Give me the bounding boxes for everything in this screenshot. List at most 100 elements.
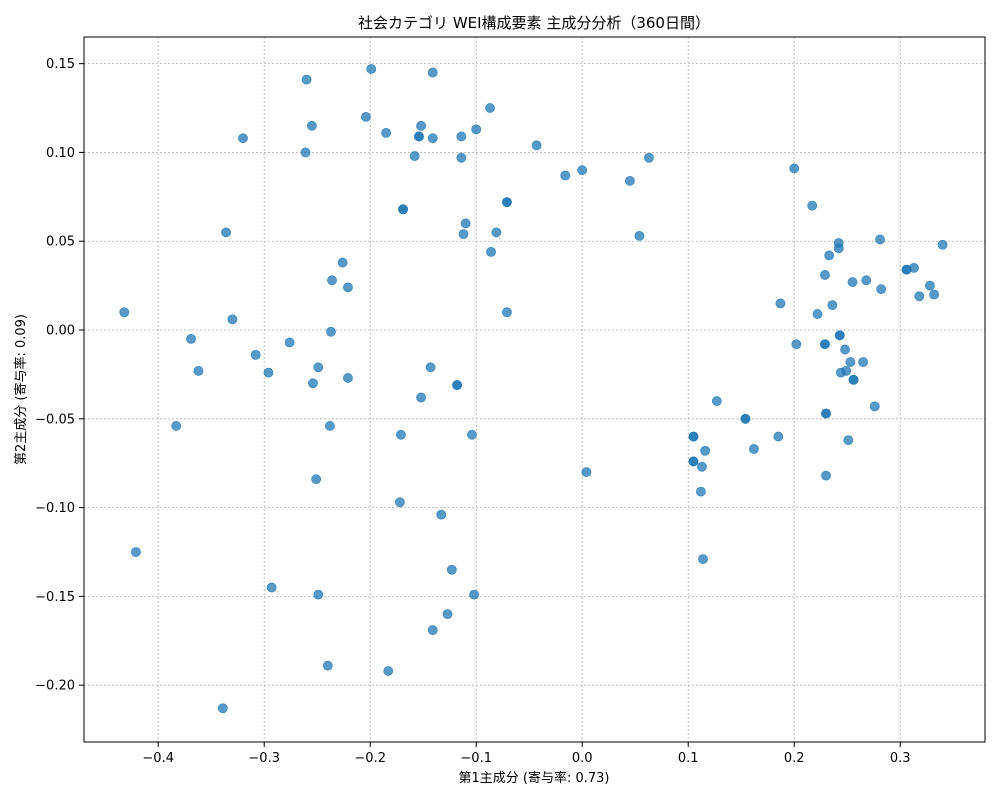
data-point [812, 309, 823, 319]
data-point [924, 280, 935, 291]
y-tick-label: −0.10 [35, 501, 75, 516]
data-point [821, 470, 831, 481]
y-tick-label: −0.15 [35, 590, 75, 605]
data-point [697, 461, 707, 472]
data-point [398, 204, 408, 215]
data-point [383, 666, 394, 676]
data-point [843, 435, 854, 446]
data-point [227, 314, 238, 325]
data-point [834, 330, 845, 341]
data-point [193, 365, 204, 376]
data-point [308, 378, 318, 389]
data-point [841, 365, 852, 376]
data-point [625, 175, 635, 186]
data-point [325, 421, 335, 431]
data-point [827, 300, 838, 311]
data-point [807, 200, 818, 211]
data-point [313, 362, 324, 373]
data-point [577, 165, 588, 176]
data-point [700, 445, 711, 456]
data-point [560, 170, 571, 181]
data-point [427, 133, 438, 144]
data-point [937, 239, 948, 250]
data-point [416, 392, 426, 403]
data-point [914, 291, 925, 302]
data-point [311, 474, 322, 485]
x-axis-ticks: −0.4 −0.3 −0.2 −0.1 0.0 0.1 0.2 0.3 [142, 742, 911, 766]
data-point [848, 374, 859, 385]
data-point [322, 660, 333, 671]
x-tick-label: −0.3 [248, 751, 280, 766]
data-point [833, 238, 844, 248]
data-point [300, 147, 311, 158]
data-point [502, 197, 512, 208]
data-point [876, 284, 887, 295]
y-axis-label: 第2主成分 (寄与率: 0.09) [13, 314, 29, 465]
data-point [327, 275, 337, 286]
data-point [840, 344, 850, 355]
data-point [238, 133, 248, 144]
data-point [634, 230, 645, 241]
x-tick-label: −0.4 [142, 751, 174, 766]
data-point [284, 337, 295, 348]
data-point [427, 625, 438, 636]
y-axis-ticks: −0.20 −0.15 −0.10 −0.05 0.00 0.05 0.10 0.15 [35, 57, 84, 694]
data-point [171, 421, 182, 431]
x-tick-label: −0.1 [460, 751, 492, 766]
data-point [456, 131, 467, 142]
data-point [266, 582, 277, 593]
data-point [824, 250, 835, 261]
data-point [644, 152, 654, 163]
data-point [343, 373, 353, 383]
data-point [688, 456, 699, 467]
x-tick-label: −0.2 [354, 751, 386, 766]
y-tick-label: 0.10 [46, 146, 75, 161]
x-tick-label: 0.3 [890, 751, 911, 766]
data-points-layer [119, 64, 948, 714]
data-point [301, 74, 312, 85]
data-point [458, 229, 469, 240]
data-point [688, 431, 699, 442]
plot-frame [83, 36, 986, 743]
data-point [485, 103, 495, 113]
data-point [775, 298, 786, 309]
data-point [409, 151, 420, 161]
chart-title: 社会カテゴリ WEI構成要素 主成分分析（360日間） [358, 14, 710, 32]
data-point [486, 246, 496, 257]
data-point [460, 218, 471, 229]
grid-layer [84, 37, 985, 742]
data-point [396, 429, 406, 440]
data-point [531, 140, 542, 151]
data-point [221, 227, 231, 238]
data-point [845, 357, 856, 367]
x-tick-label: 0.0 [572, 751, 593, 766]
data-point [250, 349, 261, 360]
data-point [446, 564, 457, 575]
data-point [875, 234, 885, 245]
y-tick-label: 0.00 [46, 324, 75, 339]
data-point [858, 357, 868, 367]
data-point [436, 509, 447, 520]
data-point [773, 431, 784, 442]
data-point [471, 124, 482, 135]
data-point [749, 444, 759, 454]
data-point [469, 589, 479, 600]
data-point [740, 413, 751, 424]
data-point [306, 120, 317, 131]
data-point [861, 275, 872, 286]
data-point [696, 486, 706, 497]
y-tick-label: 0.05 [46, 235, 75, 250]
data-point [502, 307, 512, 318]
data-point [789, 163, 800, 174]
data-point [821, 408, 831, 419]
data-point [119, 307, 130, 318]
data-point [313, 589, 324, 600]
data-point [869, 401, 880, 412]
data-point [791, 339, 802, 350]
y-tick-label: 0.15 [46, 57, 75, 72]
data-point [467, 429, 477, 440]
data-point [416, 120, 426, 131]
data-point [427, 67, 438, 78]
data-point [820, 339, 830, 350]
data-point [581, 467, 592, 477]
